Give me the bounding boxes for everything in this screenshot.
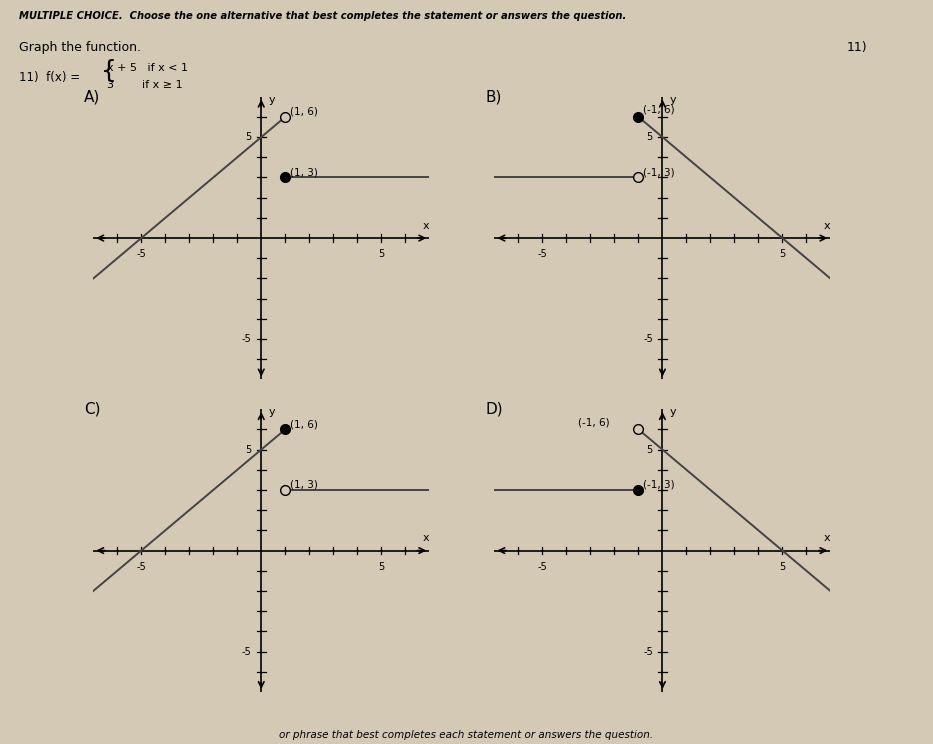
Text: 5: 5: [378, 249, 384, 259]
Text: B): B): [485, 89, 502, 104]
Text: -5: -5: [537, 249, 548, 259]
Text: D): D): [485, 402, 503, 417]
Text: x: x: [824, 533, 830, 543]
Text: x: x: [824, 221, 830, 231]
Text: x + 5   if x < 1: x + 5 if x < 1: [107, 63, 188, 73]
Text: 5: 5: [378, 562, 384, 571]
Text: (1, 6): (1, 6): [290, 420, 318, 429]
Text: -5: -5: [242, 647, 252, 656]
Text: (1, 3): (1, 3): [290, 480, 318, 490]
Text: 11)  f(x) =: 11) f(x) =: [19, 71, 80, 83]
Text: (-1, 3): (-1, 3): [643, 480, 675, 490]
Text: 11): 11): [847, 41, 868, 54]
Text: -5: -5: [136, 249, 146, 259]
Text: x: x: [423, 533, 429, 543]
Text: {: {: [101, 59, 117, 83]
Text: -5: -5: [643, 334, 653, 344]
Text: -5: -5: [537, 562, 548, 571]
Text: y: y: [269, 407, 275, 417]
Text: -5: -5: [242, 334, 252, 344]
Text: C): C): [84, 402, 101, 417]
Text: -5: -5: [136, 562, 146, 571]
Text: (1, 6): (1, 6): [290, 107, 318, 117]
Text: x: x: [423, 221, 429, 231]
Text: (-1, 6): (-1, 6): [578, 417, 610, 427]
Text: -5: -5: [643, 647, 653, 656]
Text: 5: 5: [245, 445, 252, 455]
Text: y: y: [670, 94, 676, 105]
Text: 5: 5: [647, 445, 653, 455]
Text: 5: 5: [779, 562, 786, 571]
Text: y: y: [670, 407, 676, 417]
Text: 5: 5: [245, 132, 252, 142]
Text: (-1, 6): (-1, 6): [643, 105, 675, 115]
Text: y: y: [269, 94, 275, 105]
Text: (-1, 3): (-1, 3): [643, 167, 675, 178]
Text: Graph the function.: Graph the function.: [19, 41, 141, 54]
Text: or phrase that best completes each statement or answers the question.: or phrase that best completes each state…: [280, 731, 653, 740]
Text: (1, 3): (1, 3): [290, 167, 318, 178]
Text: 3        if x ≥ 1: 3 if x ≥ 1: [107, 80, 183, 89]
Text: 5: 5: [647, 132, 653, 142]
Text: A): A): [84, 89, 100, 104]
Text: 5: 5: [779, 249, 786, 259]
Text: MULTIPLE CHOICE.  Choose the one alternative that best completes the statement o: MULTIPLE CHOICE. Choose the one alternat…: [19, 11, 626, 21]
